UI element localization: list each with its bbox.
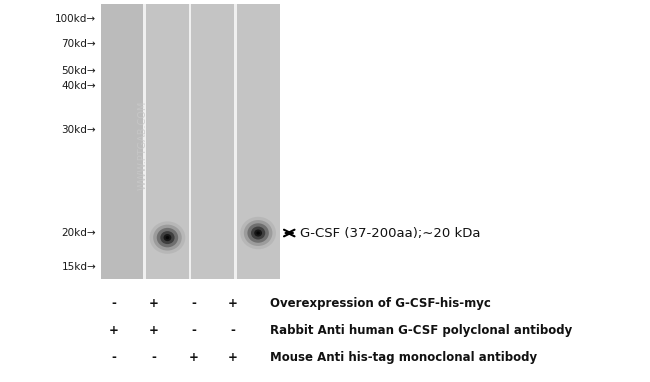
Ellipse shape bbox=[164, 234, 172, 241]
Text: +: + bbox=[227, 351, 238, 364]
Ellipse shape bbox=[161, 231, 175, 244]
Text: 50kd→: 50kd→ bbox=[62, 66, 96, 76]
Text: -: - bbox=[230, 324, 235, 337]
Ellipse shape bbox=[244, 220, 272, 246]
Ellipse shape bbox=[248, 223, 269, 243]
Text: 70kd→: 70kd→ bbox=[62, 39, 96, 49]
Text: Rabbit Anti human G-CSF polyclonal antibody: Rabbit Anti human G-CSF polyclonal antib… bbox=[270, 324, 572, 337]
Text: +: + bbox=[188, 351, 199, 364]
Text: G-CSF (37-200aa);∼20 kDa: G-CSF (37-200aa);∼20 kDa bbox=[300, 227, 481, 240]
Text: 100kd→: 100kd→ bbox=[55, 14, 96, 24]
Bar bbox=[146, 4, 188, 279]
Bar bbox=[144, 4, 146, 279]
Text: -: - bbox=[111, 351, 116, 364]
Text: -: - bbox=[191, 297, 196, 310]
Text: 15kd→: 15kd→ bbox=[62, 262, 96, 272]
Ellipse shape bbox=[150, 221, 185, 254]
Bar bbox=[101, 4, 280, 279]
Ellipse shape bbox=[153, 225, 182, 251]
Ellipse shape bbox=[256, 231, 260, 235]
Text: +: + bbox=[109, 324, 119, 337]
Text: -: - bbox=[191, 324, 196, 337]
Ellipse shape bbox=[254, 230, 262, 236]
Text: 20kd→: 20kd→ bbox=[62, 228, 96, 238]
Text: 30kd→: 30kd→ bbox=[62, 125, 96, 135]
Ellipse shape bbox=[157, 228, 178, 248]
Text: 40kd→: 40kd→ bbox=[62, 81, 96, 91]
Ellipse shape bbox=[166, 236, 169, 239]
Text: +: + bbox=[149, 297, 159, 310]
Text: -: - bbox=[111, 297, 116, 310]
Text: WWW.PTGAB.COM: WWW.PTGAB.COM bbox=[138, 100, 148, 190]
Bar bbox=[188, 4, 191, 279]
Text: -: - bbox=[151, 351, 157, 364]
Ellipse shape bbox=[251, 227, 265, 240]
Text: +: + bbox=[149, 324, 159, 337]
Bar bbox=[237, 4, 280, 279]
Text: Mouse Anti his-tag monoclonal antibody: Mouse Anti his-tag monoclonal antibody bbox=[270, 351, 537, 364]
Text: +: + bbox=[227, 297, 238, 310]
Bar bbox=[101, 4, 144, 279]
Text: Overexpression of G-CSF-his-myc: Overexpression of G-CSF-his-myc bbox=[270, 297, 491, 310]
Bar bbox=[191, 4, 234, 279]
Bar bbox=[234, 4, 237, 279]
Ellipse shape bbox=[240, 217, 276, 249]
